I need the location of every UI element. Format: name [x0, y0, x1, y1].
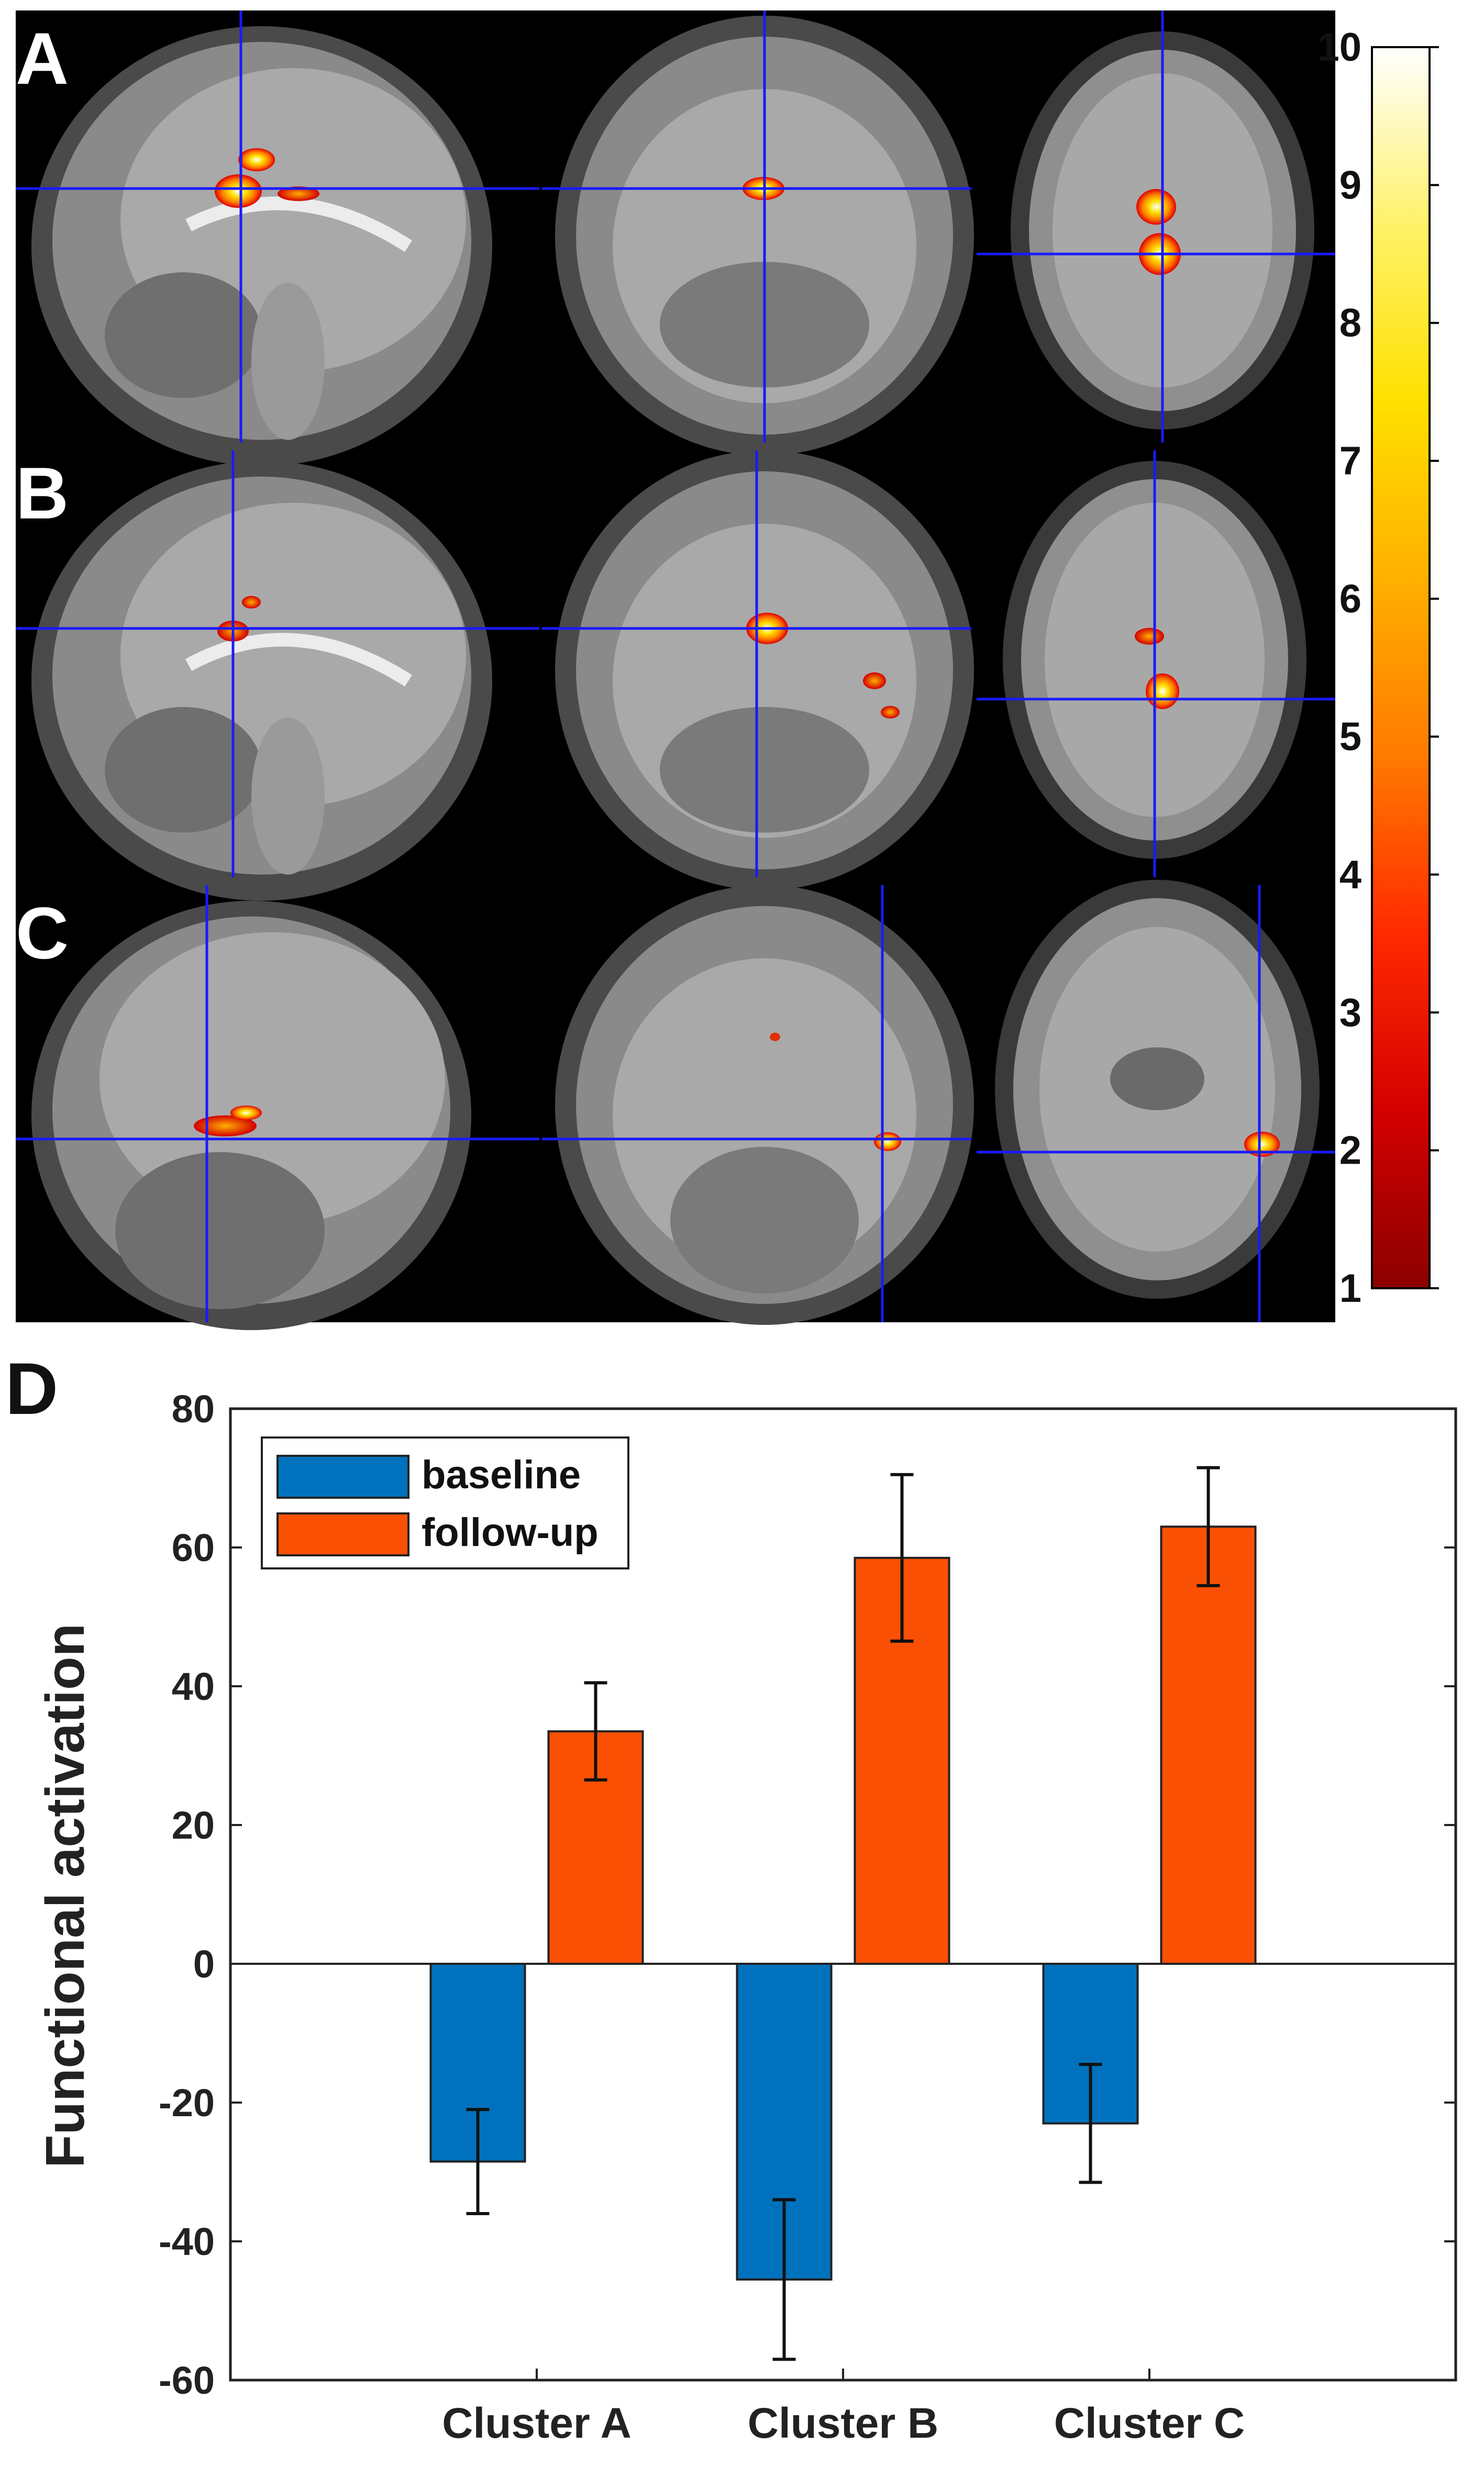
legend-swatch	[276, 1512, 409, 1556]
y-axis-label: Functional activation	[35, 1623, 96, 2168]
colorbar-tick-label: 9	[1339, 163, 1361, 207]
activation-blob	[238, 148, 275, 171]
axial-slice-c	[977, 880, 1335, 1322]
y-tick-label: -60	[159, 2359, 215, 2402]
colorbar-tick-label: 4	[1339, 853, 1361, 897]
activation-blob	[770, 1033, 780, 1041]
activation-blob	[278, 186, 319, 201]
sagittal-slice-a	[16, 10, 539, 466]
error-bar	[584, 1681, 607, 1782]
legend-label: follow-up	[422, 1510, 599, 1555]
bars	[429, 1466, 1257, 2361]
error-bar	[772, 2198, 796, 2361]
x-tick-label: Cluster A	[442, 2399, 631, 2447]
colorbar-tick-label: 10	[1317, 25, 1361, 70]
activation-blob	[1146, 673, 1179, 709]
activation-blob	[1244, 1132, 1280, 1157]
panel-label-c: C	[16, 892, 69, 974]
activation-blob	[1135, 628, 1164, 645]
axial-slice-a	[977, 10, 1335, 443]
colorbar-tick-label: 2	[1339, 1129, 1361, 1173]
x-axis-ticks: Cluster A Cluster B Cluster C	[442, 2369, 1245, 2447]
colorbar-gradient	[1371, 46, 1431, 1289]
axial-slice-b	[977, 450, 1335, 877]
activation-blob	[874, 1132, 901, 1151]
activation-blob	[230, 1105, 262, 1120]
activation-blob	[1136, 189, 1176, 225]
x-tick-label: Cluster C	[1054, 2399, 1245, 2447]
y-tick-label: -40	[159, 2220, 215, 2263]
y-axis-ticks: -60 -40 -20 0 20 40 60 80	[159, 1387, 1456, 2402]
y-tick-label: 0	[193, 1942, 215, 1986]
row-c: C	[16, 880, 1335, 1330]
colorbar-ticks: 10 9 8 7 6 5 4 3 2 1	[1317, 25, 1439, 1311]
error-bar	[1197, 1466, 1220, 1587]
error-bar	[466, 2108, 490, 2215]
activation-blob	[863, 672, 886, 689]
y-tick-label: 60	[172, 1526, 215, 1569]
panel-label-a: A	[16, 17, 69, 99]
coronal-slice-a	[542, 10, 974, 456]
coronal-slice-b	[542, 450, 974, 890]
row-b: B	[16, 450, 1335, 901]
activation-blob	[242, 596, 261, 609]
coronal-slice-c	[542, 885, 974, 1325]
panel-label-d: D	[5, 1347, 58, 1430]
x-tick-label: Cluster B	[748, 2399, 939, 2447]
panel-label-b: B	[16, 452, 69, 534]
activation-blob	[881, 706, 900, 718]
legend: baseline follow-up	[261, 1436, 629, 1569]
colorbar-tick-label: 3	[1339, 990, 1361, 1035]
y-tick-label: -20	[159, 2081, 215, 2125]
colorbar-tick-label: 6	[1339, 577, 1361, 621]
row-a: A	[16, 10, 1335, 466]
error-bar	[890, 1473, 914, 1643]
y-tick-label: 40	[172, 1665, 215, 1708]
y-tick-label: 20	[172, 1804, 215, 1847]
legend-label: baseline	[422, 1453, 581, 1497]
colorbar-tick-label: 7	[1339, 439, 1361, 483]
activation-blob	[215, 174, 262, 208]
sagittal-slice-c	[16, 885, 539, 1330]
legend-swatch	[276, 1455, 409, 1499]
error-bar	[1079, 2063, 1102, 2184]
sagittal-slice-b	[16, 450, 539, 901]
activation-blob	[194, 1115, 257, 1136]
colorbar-tick-label: 5	[1339, 715, 1361, 759]
bar-follow-up-cluster-c	[1160, 1525, 1257, 1965]
colorbar: 10 9 8 7 6 5 4 3 2 1	[1317, 25, 1439, 1311]
y-tick-label: 80	[172, 1387, 215, 1431]
colorbar-tick-label: 1	[1339, 1266, 1361, 1311]
colorbar-tick-label: 8	[1339, 301, 1361, 346]
